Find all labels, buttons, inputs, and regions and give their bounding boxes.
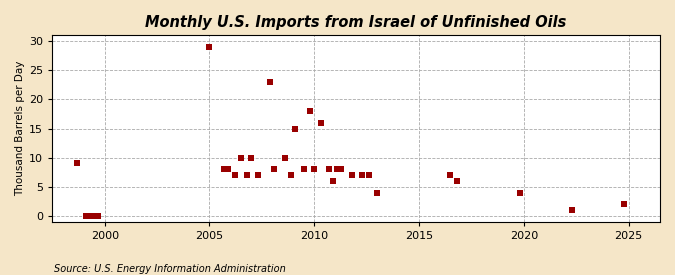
- Point: [323, 167, 334, 172]
- Point: [286, 173, 296, 177]
- Point: [304, 109, 315, 113]
- Point: [82, 214, 93, 218]
- Point: [279, 155, 290, 160]
- Point: [72, 161, 83, 166]
- Point: [327, 179, 338, 183]
- Point: [346, 173, 357, 177]
- Point: [290, 126, 301, 131]
- Point: [89, 214, 100, 218]
- Point: [566, 208, 577, 212]
- Point: [309, 167, 320, 172]
- Point: [514, 190, 525, 195]
- Point: [236, 155, 246, 160]
- Point: [332, 167, 343, 172]
- Point: [372, 190, 383, 195]
- Point: [219, 167, 230, 172]
- Point: [363, 173, 374, 177]
- Point: [223, 167, 234, 172]
- Point: [246, 155, 256, 160]
- Point: [452, 179, 462, 183]
- Point: [315, 120, 326, 125]
- Point: [269, 167, 280, 172]
- Point: [445, 173, 456, 177]
- Point: [93, 214, 104, 218]
- Point: [91, 214, 102, 218]
- Point: [230, 173, 240, 177]
- Point: [84, 214, 95, 218]
- Point: [619, 202, 630, 207]
- Point: [298, 167, 309, 172]
- Point: [265, 80, 275, 84]
- Point: [336, 167, 347, 172]
- Point: [86, 214, 97, 218]
- Point: [80, 214, 91, 218]
- Title: Monthly U.S. Imports from Israel of Unfinished Oils: Monthly U.S. Imports from Israel of Unfi…: [146, 15, 567, 30]
- Point: [357, 173, 368, 177]
- Point: [252, 173, 263, 177]
- Text: Source: U.S. Energy Information Administration: Source: U.S. Energy Information Administ…: [54, 264, 286, 274]
- Y-axis label: Thousand Barrels per Day: Thousand Barrels per Day: [15, 61, 25, 196]
- Point: [204, 45, 215, 49]
- Point: [242, 173, 252, 177]
